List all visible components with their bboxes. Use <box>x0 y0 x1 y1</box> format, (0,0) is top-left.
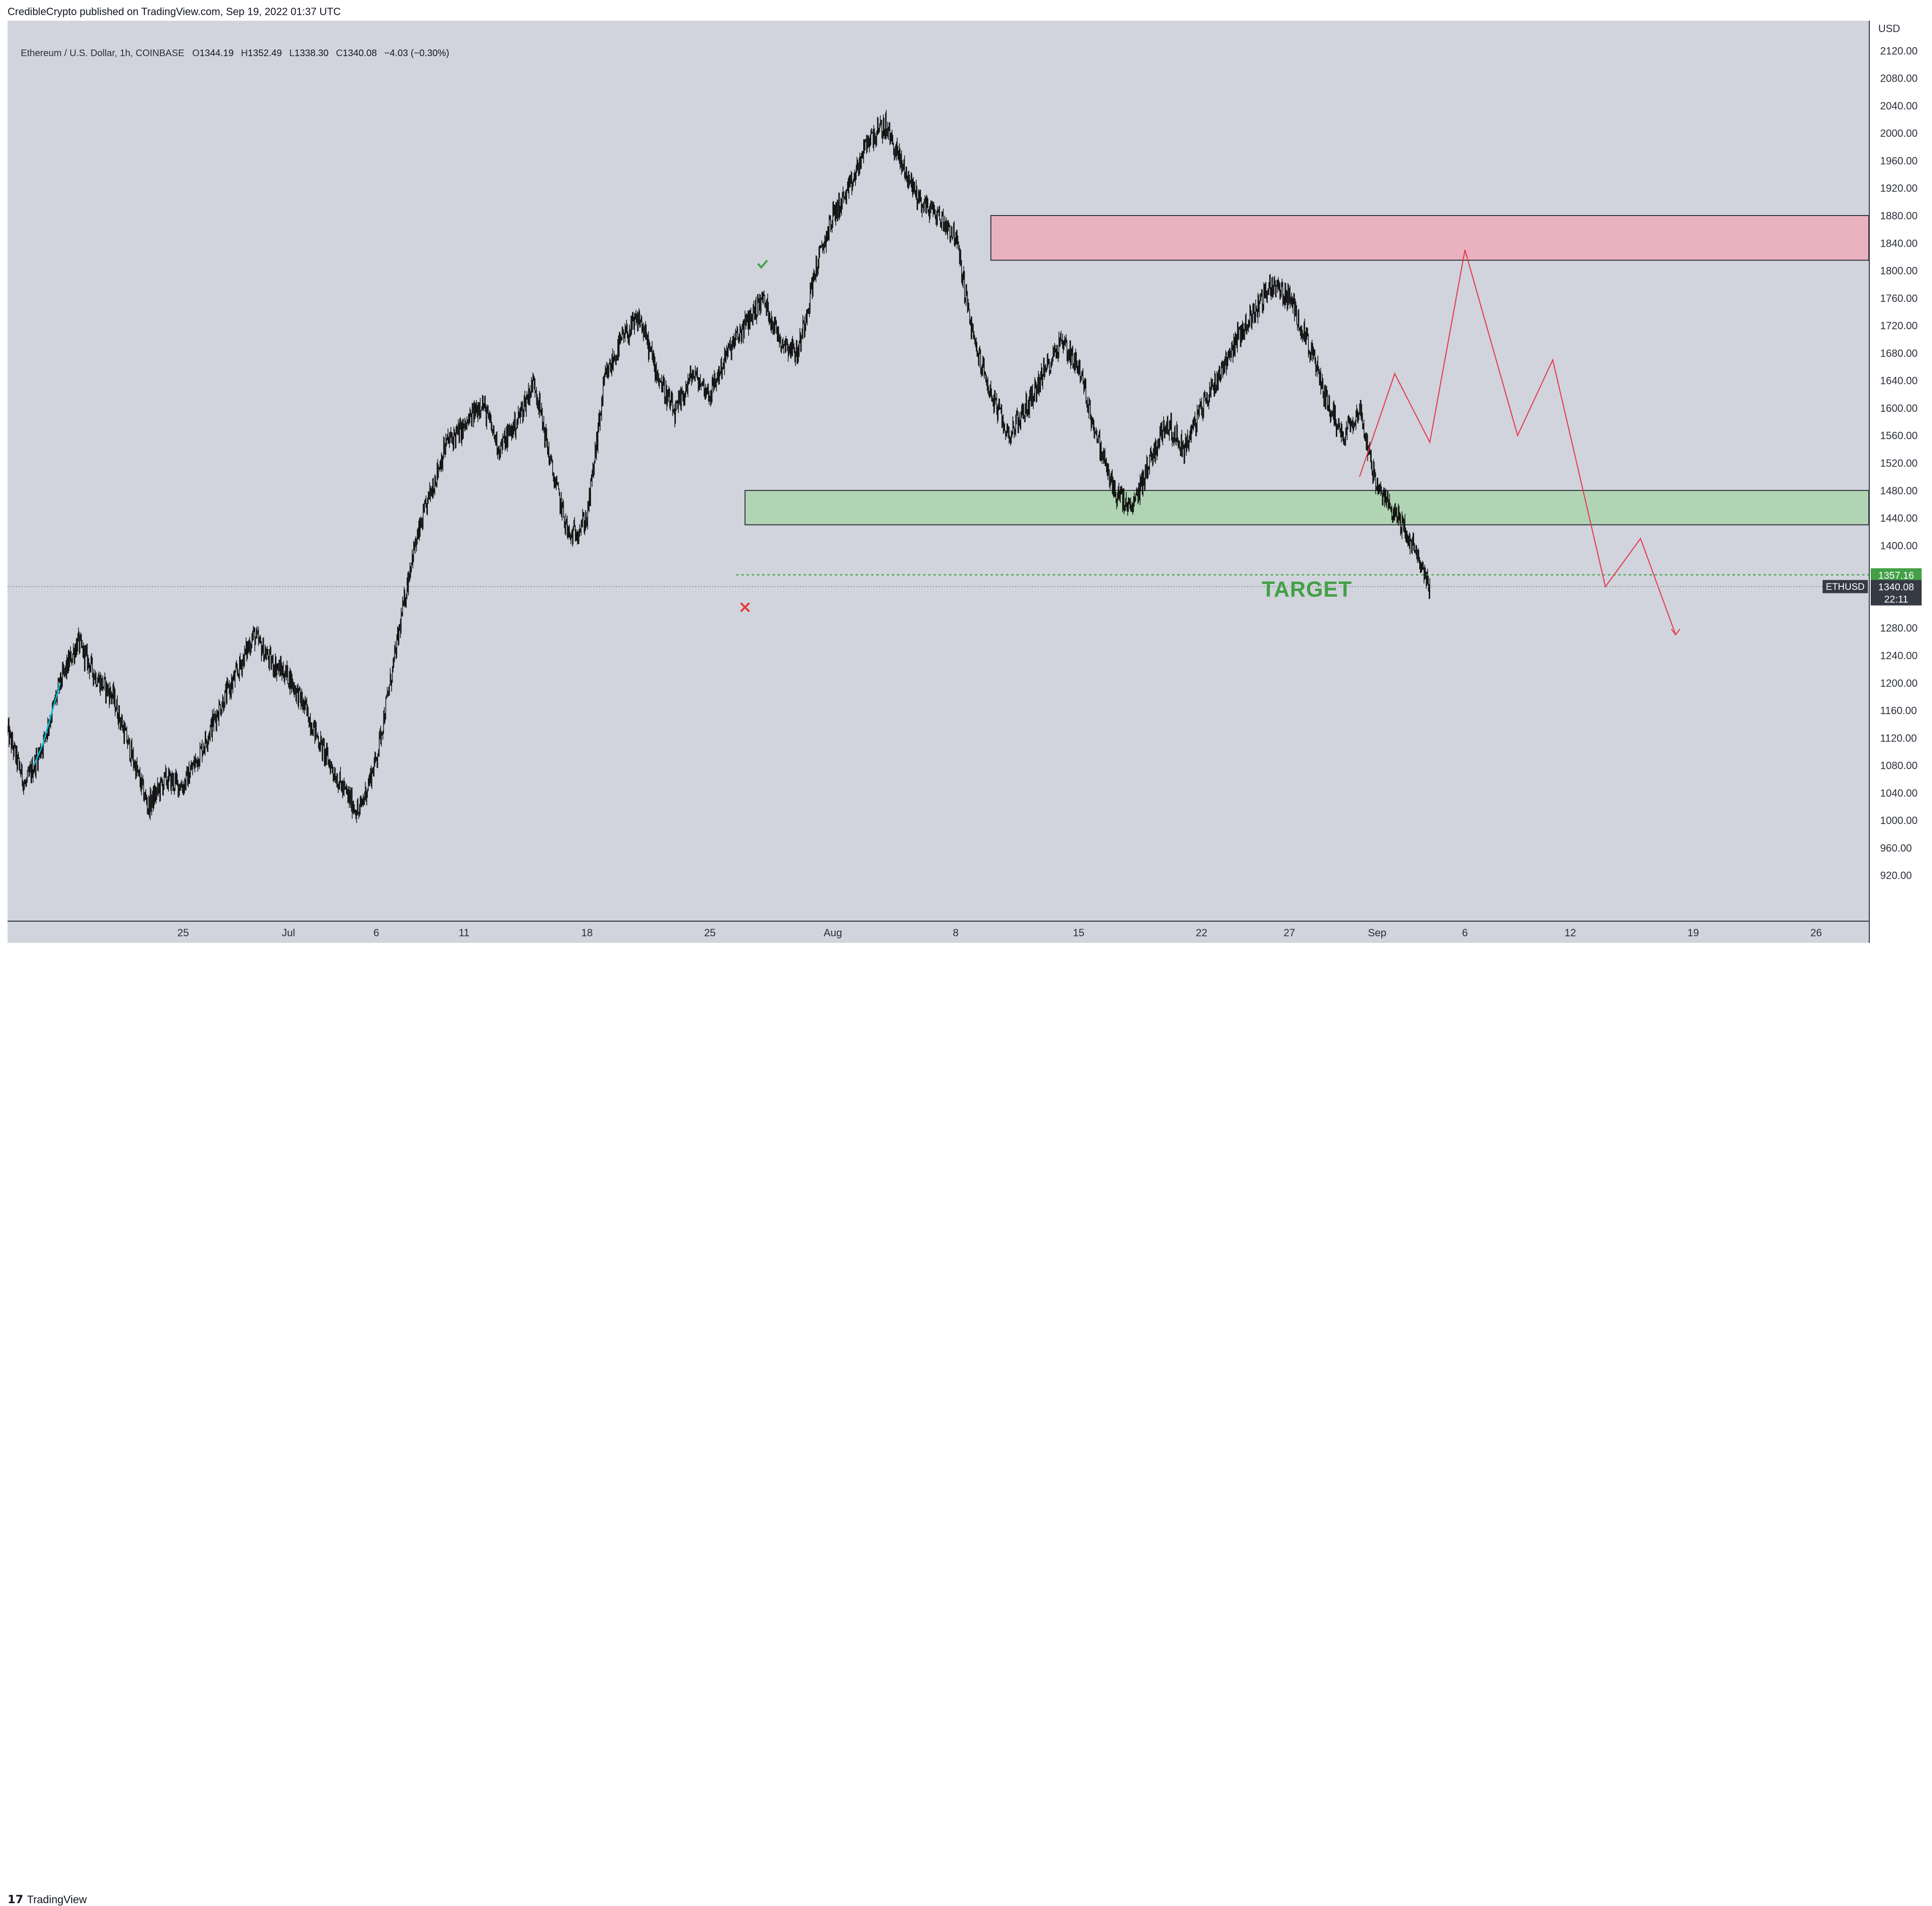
y-tick-label: 920.00 <box>1880 870 1912 882</box>
y-tick-label: 1960.00 <box>1880 155 1918 166</box>
time-axis-svg: 25 Jul 6 11 18 25 Aug 8 15 22 27 Sep 6 12 19 26 <box>177 927 1822 939</box>
tradingview-logo-icon: 17 <box>8 1893 24 1906</box>
y-tick-label: 1640.00 <box>1880 375 1918 387</box>
y-tick-label: 1080.00 <box>1880 760 1918 772</box>
target-price-badge: 1357.16 <box>1871 568 1922 582</box>
x-tick-label: Aug <box>824 927 842 939</box>
x-tick-label: 26 <box>1810 927 1822 939</box>
x-tick-label: 25 <box>177 927 189 939</box>
x-tick-label: 22 <box>1196 927 1207 939</box>
price-chart[interactable]: TARGET ETHUSD <box>8 21 1869 921</box>
chart-plot-area[interactable]: TARGET ETHUSD Ethereum / U.S. Dollar, 1h,… <box>8 21 1869 921</box>
tradingview-logo[interactable]: 17 TradingView <box>8 1893 87 1906</box>
y-tick-label: 1720.00 <box>1880 320 1918 332</box>
y-tick-label: 1840.00 <box>1880 237 1918 249</box>
x-tick-label: 19 <box>1687 927 1699 939</box>
x-tick-label: 25 <box>704 927 716 939</box>
cyan-indicator-line <box>33 682 61 766</box>
tradingview-brand: TradingView <box>27 1893 87 1906</box>
y-tick-label: 1520.00 <box>1880 458 1918 469</box>
y-tick-label: 1280.00 <box>1880 622 1918 634</box>
y-tick-label: 1000.00 <box>1880 815 1918 826</box>
y-tick-label: 1160.00 <box>1880 705 1917 716</box>
x-tick-label: Jul <box>282 927 295 939</box>
x-tick-label: 6 <box>1462 927 1468 939</box>
price-axis[interactable]: USD 920.00 960.00 1000.00 1040.00 1080.00 1120… <box>1869 21 1932 943</box>
target-label: TARGET <box>1262 577 1352 601</box>
x-tick-label: 8 <box>953 927 958 939</box>
y-tick-label: 1200.00 <box>1880 677 1918 689</box>
x-tick-label: 18 <box>581 927 592 939</box>
y-tick-label: 1880.00 <box>1880 210 1918 222</box>
y-tick-label: 1800.00 <box>1880 265 1918 277</box>
currency-label: USD <box>1878 23 1900 34</box>
legend-high: 1352.49 <box>248 48 282 58</box>
x-mark-icon-stroke <box>740 602 750 612</box>
y-tick-label: 2000.00 <box>1880 127 1918 139</box>
y-tick-label: 1240.00 <box>1880 649 1918 661</box>
legend-change: −4.03 (−0.30%) <box>384 48 450 58</box>
x-tick-label: 6 <box>374 927 379 939</box>
y-tick-label: 1600.00 <box>1880 402 1918 414</box>
candles-group <box>8 110 1431 823</box>
publish-info: CredibleCrypto published on TradingView.… <box>8 6 341 17</box>
price-axis-svg: USD 920.00 960.00 1000.00 1040.00 1080.00 1120… <box>1871 23 1922 882</box>
legend-low: 1338.30 <box>294 48 329 58</box>
x-tick-label: 15 <box>1073 927 1084 939</box>
bottom-bar: 17 TradingView <box>0 943 1932 1906</box>
x-tick-label: 11 <box>458 927 469 939</box>
zigzag-arrowhead <box>1671 629 1681 636</box>
target-price-value: 1357.16 <box>1878 570 1914 581</box>
legend-symbol: Ethereum / U.S. Dollar, 1h, COINBASE <box>21 48 184 58</box>
top-bar: CredibleCrypto published on TradingView.… <box>0 0 1932 21</box>
check-mark-icon <box>757 259 768 269</box>
y-tick-label: 1040.00 <box>1880 787 1918 799</box>
y-tick-label: 1920.00 <box>1880 183 1918 194</box>
x-tick-label: 27 <box>1283 927 1295 939</box>
x-tick-label: 12 <box>1565 927 1576 939</box>
countdown-timer: 22:11 <box>1884 594 1908 605</box>
symbol-tag: ETHUSD <box>1826 582 1865 592</box>
y-tick-label: 1560.00 <box>1880 430 1918 441</box>
y-tick-label: 1400.00 <box>1880 540 1918 551</box>
zigzag-projection <box>1359 250 1676 635</box>
legend-open-label: O <box>192 48 200 58</box>
support-zone <box>744 490 1869 525</box>
y-tick-label: 1760.00 <box>1880 292 1918 304</box>
y-tick-label: 2080.00 <box>1880 73 1918 84</box>
y-tick-label: 2120.00 <box>1880 45 1918 57</box>
target-price-badge-bg <box>1871 568 1922 582</box>
x-tick-label: Sep <box>1368 927 1386 939</box>
y-tick-label: 1680.00 <box>1880 347 1918 359</box>
time-axis[interactable]: 25 Jul 6 11 18 25 Aug 8 15 22 27 Sep 6 12 19 26 <box>8 921 1869 944</box>
last-price-value: 1340.08 <box>1878 582 1914 593</box>
y-tick-label: 2040.00 <box>1880 100 1918 112</box>
legend-open: 1344.19 <box>200 48 234 58</box>
legend-high-label: H <box>241 48 248 58</box>
legend-close: 1340.08 <box>342 48 377 58</box>
legend-close-label: C <box>336 48 343 58</box>
y-tick-label: 960.00 <box>1880 842 1912 854</box>
y-tick-label: 1120.00 <box>1880 732 1917 744</box>
legend-low-label: L <box>289 48 295 58</box>
symbol-tag-bg <box>1823 580 1868 593</box>
y-tick-label: 1440.00 <box>1880 512 1918 524</box>
y-tick-label: 1480.00 <box>1880 485 1918 497</box>
last-price-badge-bg <box>1871 580 1922 606</box>
chart-legend: Ethereum / U.S. Dollar, 1h, COINBASE O13… <box>21 48 454 59</box>
resistance-zone <box>990 215 1869 261</box>
